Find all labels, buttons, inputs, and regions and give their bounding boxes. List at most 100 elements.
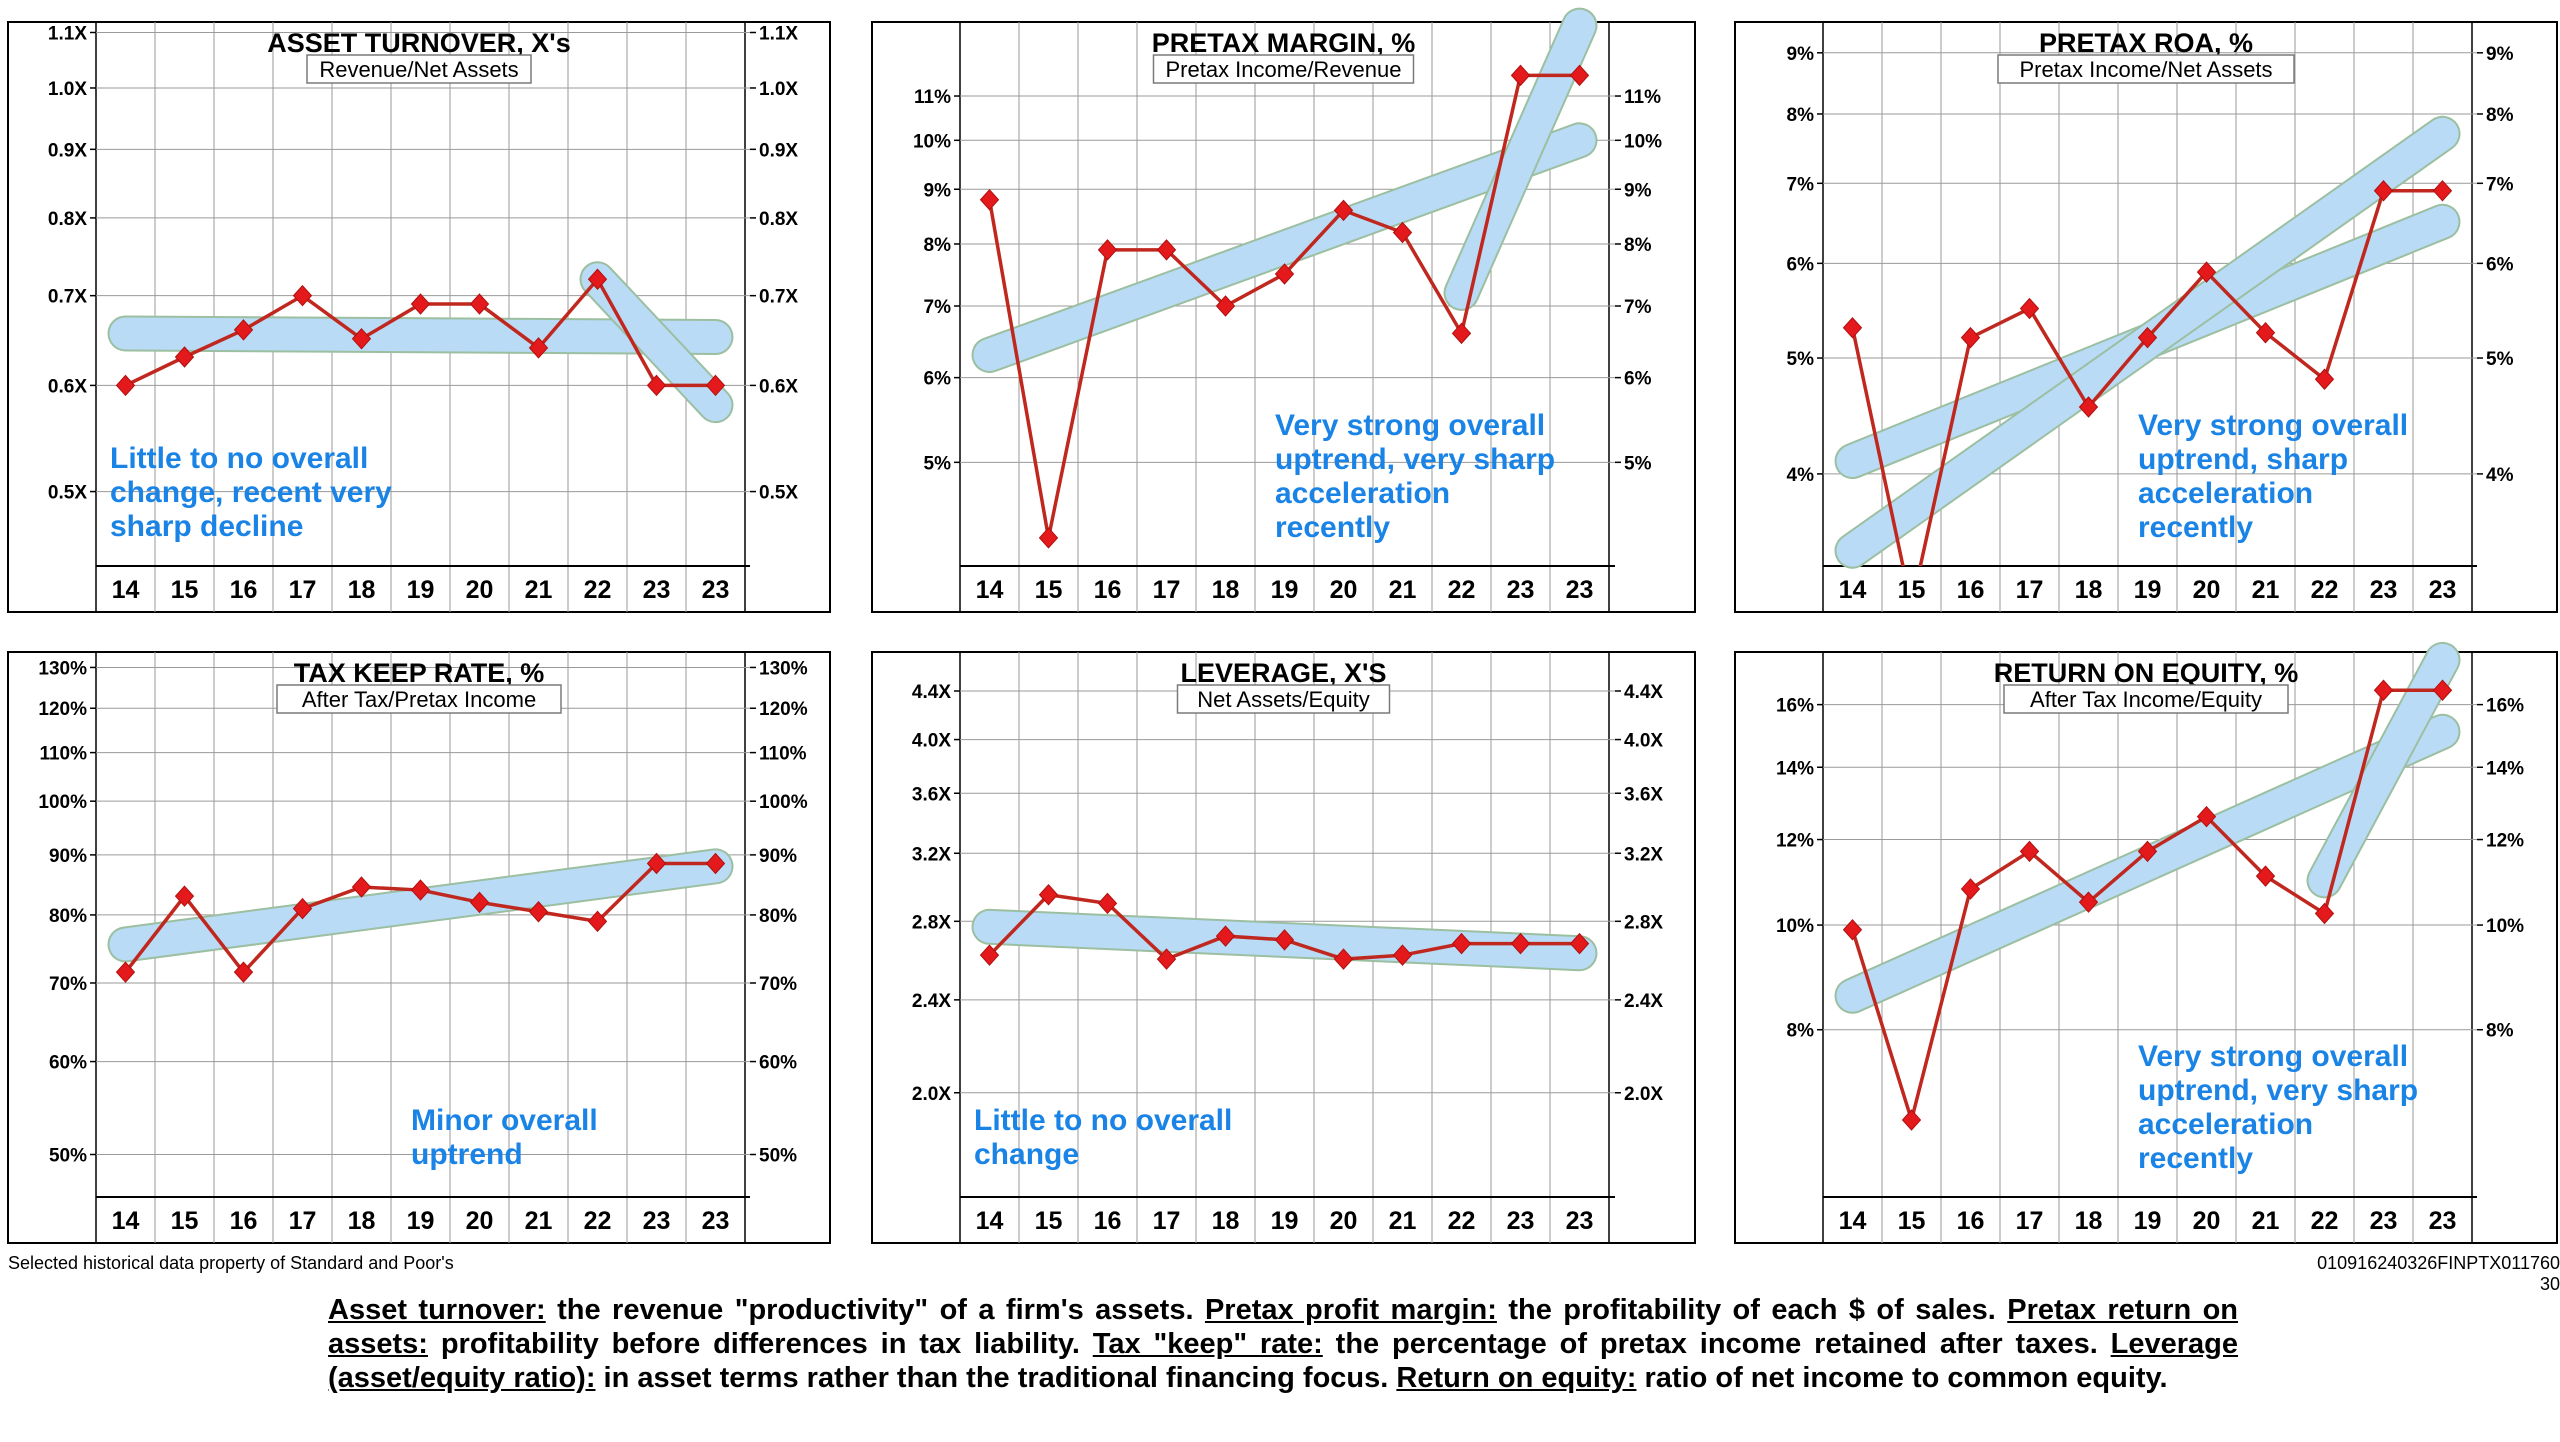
chart-panel-4: 50% 50% 60% 60% 70% 70% 80% 80% 90% 90% 100% 100% 11…: [7, 651, 831, 1244]
annotation-text: uptrend: [411, 1138, 523, 1171]
x-tick-label: 17: [2016, 1207, 2044, 1235]
x-tick-label: 21: [1389, 1207, 1417, 1235]
x-tick-label: 17: [289, 576, 317, 604]
y-tick-label-right: 5%: [2486, 349, 2514, 370]
y-tick-label-right: 3.6X: [1624, 784, 1663, 805]
data-point-marker: [1097, 239, 1118, 261]
x-tick-label: 21: [2252, 576, 2280, 604]
data-point-marker: [1842, 919, 1863, 941]
y-tick-label-left: 110%: [39, 744, 87, 765]
data-point-marker: [292, 897, 313, 920]
x-tick-label: 16: [1094, 576, 1122, 604]
y-tick-label-right: 110%: [759, 744, 807, 765]
annotation-text: Very strong overall: [1275, 409, 1545, 442]
y-tick-label-right: 6%: [2486, 254, 2514, 275]
y-tick-label-left: 9%: [924, 180, 952, 201]
data-point-marker: [1156, 948, 1177, 970]
y-tick-label-right: 8%: [2486, 105, 2514, 126]
data-point-marker: [1569, 932, 1590, 955]
data-point-marker: [587, 910, 608, 933]
x-tick-label: 15: [1035, 576, 1063, 604]
y-tick-label-right: 130%: [759, 658, 808, 679]
chart-subtitle: After Tax Income/Equity: [2030, 687, 2262, 712]
data-point-marker: [1960, 878, 1981, 900]
glossary-text: the percentage of pretax income retained…: [1322, 1328, 2111, 1360]
x-tick-label: 15: [171, 1207, 199, 1235]
x-tick-label: 22: [1448, 576, 1476, 604]
data-point-marker: [115, 961, 136, 983]
x-tick-label: 18: [1212, 1207, 1240, 1235]
annotation-text: recently: [2138, 1142, 2253, 1175]
y-tick-label-right: 70%: [759, 974, 797, 995]
x-tick-label: 20: [466, 576, 494, 604]
data-point-marker: [1510, 932, 1531, 955]
y-tick-label-left: 120%: [38, 699, 87, 720]
glossary-paragraph: Asset turnover: the revenue "productivit…: [328, 1293, 2238, 1395]
panel-frame: [7, 21, 831, 613]
data-point-marker: [115, 374, 136, 397]
data-point-marker: [410, 293, 431, 315]
chart-title: TAX KEEP RATE, %: [294, 658, 545, 688]
chart-title: RETURN ON EQUITY, %: [1994, 658, 2299, 688]
x-tick-label: 14: [976, 576, 1004, 604]
data-point-marker: [2314, 368, 2335, 390]
y-tick-label-left: 80%: [49, 906, 87, 927]
document-code: 010916240326FINPTX011760 30: [2317, 1253, 2560, 1294]
glossary-term: Tax "keep" rate:: [1092, 1328, 1323, 1360]
x-tick-label: 14: [1839, 1207, 1867, 1235]
data-point-marker: [469, 293, 490, 315]
y-tick-label-right: 4%: [2486, 465, 2514, 486]
panel-frame: [871, 21, 1696, 613]
trend-band: [973, 124, 1596, 371]
x-tick-label: 21: [525, 1207, 553, 1235]
subtitle-box: [1176, 684, 1391, 714]
data-point-marker: [2432, 679, 2453, 701]
glossary-term: Return on equity:: [1396, 1362, 1637, 1394]
y-tick-label-right: 3.2X: [1624, 844, 1663, 865]
data-point-marker: [2137, 326, 2158, 349]
y-tick-label-left: 1.0X: [48, 79, 87, 100]
data-point-marker: [1392, 944, 1413, 966]
chart-panel-3: 4% 4% 5% 5% 6% 6% 7% 7% 8% 8% 9% 9% 14 15 16 17 18 19 20 21…: [1734, 21, 2558, 613]
y-tick-label-left: 4.0X: [912, 731, 951, 752]
x-tick-label: 22: [1448, 1207, 1476, 1235]
glossary-text: ratio of net income to common equity.: [1636, 1362, 2168, 1394]
x-tick-label: 16: [230, 1207, 258, 1235]
annotation-text: Very strong overall: [2138, 1040, 2408, 1073]
x-tick-label: 18: [2075, 576, 2103, 604]
x-tick-label: 20: [2193, 1207, 2221, 1235]
data-point-marker: [528, 337, 549, 359]
x-tick-label: 20: [466, 1207, 494, 1235]
x-tick-label: 22: [584, 576, 612, 604]
chart-subtitle: After Tax/Pretax Income: [302, 687, 536, 712]
x-tick-label: 23: [643, 1207, 671, 1235]
x-tick-label: 14: [112, 1207, 140, 1235]
data-point-marker: [351, 876, 372, 898]
data-point-marker: [979, 944, 1000, 966]
y-tick-label-right: 50%: [759, 1145, 797, 1166]
data-point-marker: [2019, 297, 2040, 320]
y-tick-label-left: 10%: [1776, 916, 1814, 937]
data-point-marker: [2373, 679, 2394, 701]
y-tick-label-right: 80%: [759, 906, 797, 927]
x-tick-label: 15: [1898, 576, 1926, 604]
annotation-text: uptrend, sharp: [2138, 443, 2348, 476]
y-tick-label-left: 8%: [1787, 1021, 1815, 1042]
data-point-marker: [1333, 199, 1354, 222]
x-tick-label: 19: [2134, 576, 2162, 604]
chart-subtitle: Revenue/Net Assets: [319, 57, 518, 82]
x-tick-label: 19: [407, 576, 435, 604]
y-tick-label-left: 7%: [924, 297, 952, 318]
y-tick-label-right: 16%: [2486, 696, 2524, 717]
y-tick-label-left: 9%: [1787, 44, 1815, 65]
x-tick-label: 19: [1271, 1207, 1299, 1235]
y-tick-label-left: 8%: [1787, 105, 1815, 126]
y-tick-label-left: 1.1X: [48, 23, 87, 44]
annotation-text: Very strong overall: [2138, 409, 2408, 442]
data-point-marker: [1097, 892, 1118, 915]
y-tick-label-right: 8%: [2486, 1021, 2514, 1042]
x-tick-label: 16: [1957, 1207, 1985, 1235]
data-point-marker: [1156, 239, 1177, 261]
data-point-marker: [1333, 948, 1354, 970]
